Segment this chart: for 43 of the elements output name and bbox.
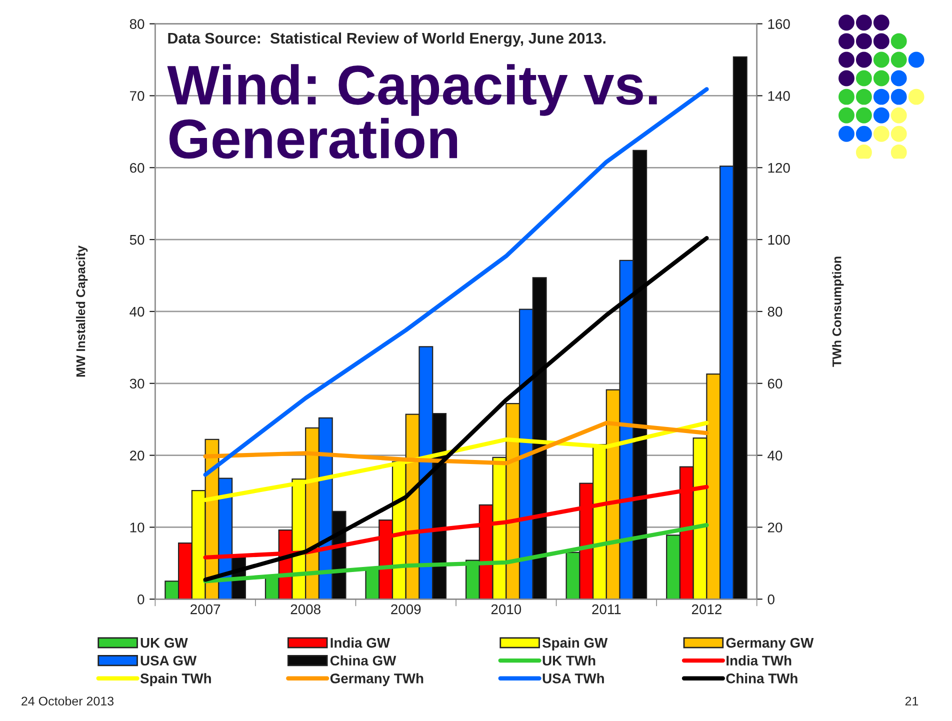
x-tick-label: 2009 xyxy=(391,604,421,614)
x-tick-label: 2010 xyxy=(491,604,522,614)
legend-label: India GW xyxy=(330,638,390,648)
y-axis-title: MW Installed Capacity xyxy=(76,246,88,377)
y-tick-label: 40 xyxy=(130,306,144,317)
text: 24 October 2013 xyxy=(22,696,114,706)
y2-tick-label: 120 xyxy=(768,162,790,173)
y2-axis-title: TWh Consumption xyxy=(832,256,844,367)
annotation: Data Source: Statistical Review of World Energy, June 2013. xyxy=(168,32,606,47)
y2-tick-label: 0 xyxy=(768,594,774,604)
x-tick-label: 2007 xyxy=(190,604,220,614)
y-tick-label: 50 xyxy=(130,234,144,245)
x-tick-label: 2012 xyxy=(692,604,722,614)
y2-tick-label: 140 xyxy=(768,91,790,101)
legend-label: Spain TWh xyxy=(140,673,211,686)
text: 21 xyxy=(905,696,918,706)
x-tick-label: 2011 xyxy=(592,604,621,614)
legend-label: Germany TWh xyxy=(330,673,424,686)
y2-tick-label: 80 xyxy=(768,306,782,317)
y-tick-label: 20 xyxy=(130,450,144,460)
legend-label: UK TWh xyxy=(542,655,596,666)
y-tick-label: 30 xyxy=(130,378,144,389)
legend-label: UK GW xyxy=(140,638,188,648)
y-tick-label: 70 xyxy=(130,91,144,101)
y2-tick-label: 60 xyxy=(768,378,782,389)
legend-label: India TWh xyxy=(726,655,792,666)
legend-label: USA TWh xyxy=(542,673,604,684)
y-tick-label: 60 xyxy=(130,162,144,173)
y-tick-label: 80 xyxy=(130,19,144,29)
y-tick-label: 10 xyxy=(130,522,144,532)
legend-label: Spain GW xyxy=(542,638,608,650)
y2-tick-label: 40 xyxy=(768,450,782,460)
line-series xyxy=(203,420,709,466)
y2-tick-label: 160 xyxy=(768,19,790,29)
y-tick-label: 0 xyxy=(138,594,144,604)
x-tick-label: 2008 xyxy=(290,604,320,614)
y2-tick-label: 100 xyxy=(768,234,790,245)
text: Wind: Capacity vs. Generation xyxy=(167,64,657,159)
legend-label: USA GW xyxy=(140,656,197,666)
legend-label: China GW xyxy=(330,655,396,666)
legend-label: Germany GW xyxy=(726,638,814,650)
legend-label: China TWh xyxy=(726,673,798,684)
y2-tick-label: 20 xyxy=(768,522,782,532)
